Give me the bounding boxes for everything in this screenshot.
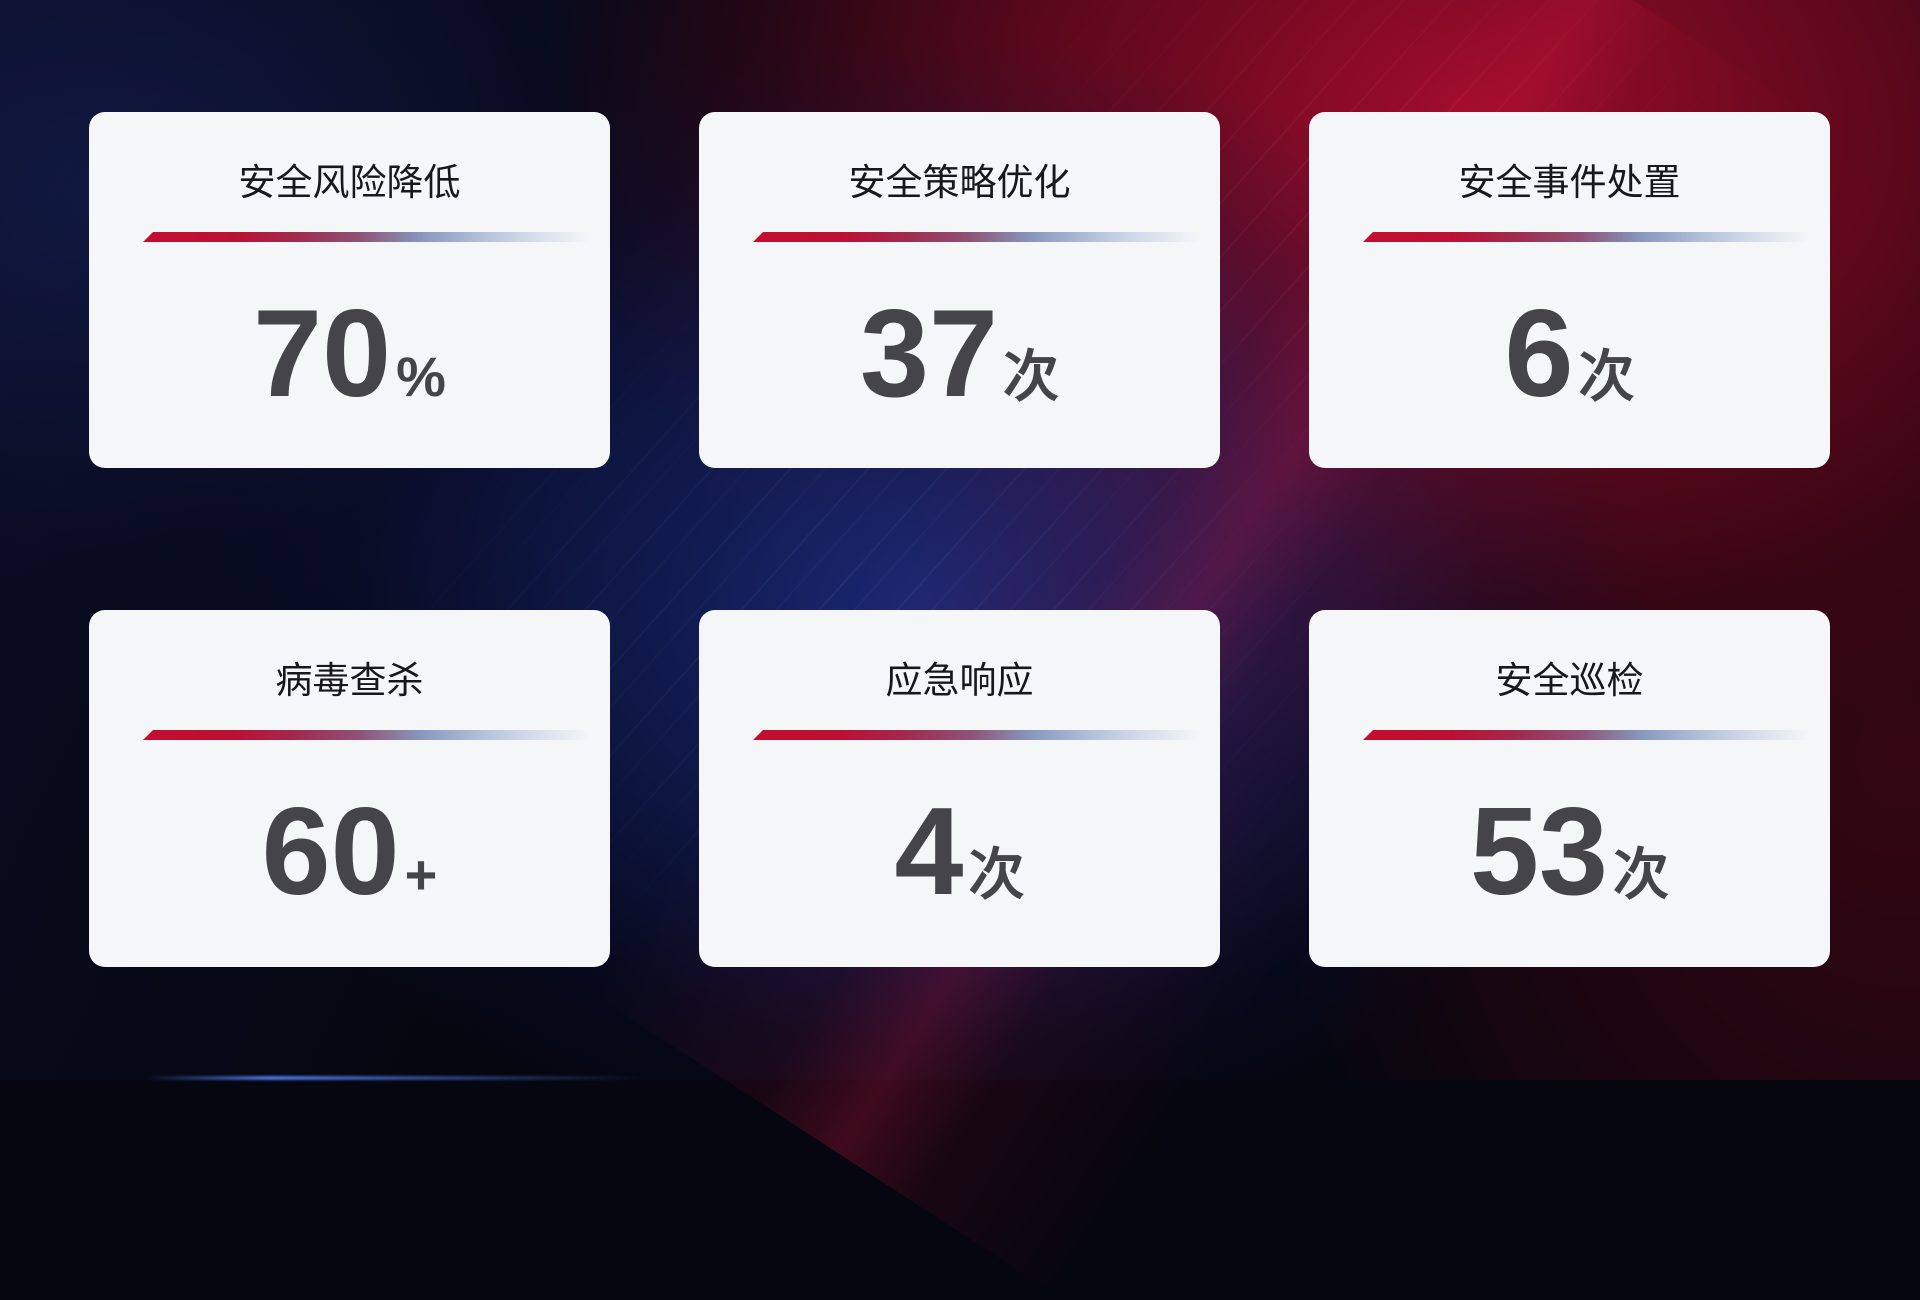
- card-divider: [753, 232, 1204, 242]
- stat-card-value: 6次: [1309, 292, 1830, 454]
- stat-card: 安全风险降低 70%: [89, 112, 610, 468]
- stat-value-number: 70: [253, 285, 392, 423]
- stat-cards-grid: 安全风险降低 70% 安全策略优化 37次 安全事件处置 6次 病毒查杀 60+…: [89, 112, 1830, 967]
- stat-value-unit: 次: [1578, 345, 1635, 408]
- stat-card-value: 60+: [89, 790, 610, 952]
- stat-value-unit: 次: [968, 843, 1025, 906]
- stat-value-unit: 次: [1612, 843, 1669, 906]
- stat-card-value: 53次: [1309, 790, 1830, 952]
- stat-card-title: 安全风险降低: [238, 162, 461, 203]
- card-divider: [143, 232, 594, 242]
- stat-value-number: 37: [860, 285, 998, 423]
- stat-value-number: 6: [1504, 285, 1574, 423]
- stat-value-number: 53: [1470, 783, 1608, 921]
- card-divider: [1363, 730, 1814, 740]
- stat-value-number: 4: [894, 783, 964, 921]
- stat-card-value: 4次: [699, 790, 1220, 952]
- background-bottom-glow-line: [145, 1076, 645, 1080]
- card-divider: [753, 730, 1204, 740]
- stat-card-title: 应急响应: [885, 660, 1034, 701]
- stat-card-title: 安全巡检: [1495, 660, 1644, 701]
- stat-value-unit: 次: [1002, 345, 1059, 408]
- stat-card: 病毒查杀 60+: [89, 610, 610, 967]
- stat-value-unit: %: [396, 345, 446, 408]
- card-divider: [1363, 232, 1814, 242]
- stat-card-title: 安全事件处置: [1458, 162, 1681, 203]
- stat-value-unit: +: [404, 843, 438, 906]
- stat-card-title: 安全策略优化: [848, 162, 1071, 203]
- stat-card: 应急响应 4次: [699, 610, 1220, 967]
- stat-card-value: 37次: [699, 292, 1220, 454]
- stat-card-title: 病毒查杀: [275, 660, 424, 701]
- stat-card-value: 70%: [89, 292, 610, 454]
- stat-card: 安全巡检 53次: [1309, 610, 1830, 967]
- stat-card: 安全事件处置 6次: [1309, 112, 1830, 468]
- card-divider: [143, 730, 594, 740]
- stat-card: 安全策略优化 37次: [699, 112, 1220, 468]
- stat-value-number: 60: [261, 783, 400, 921]
